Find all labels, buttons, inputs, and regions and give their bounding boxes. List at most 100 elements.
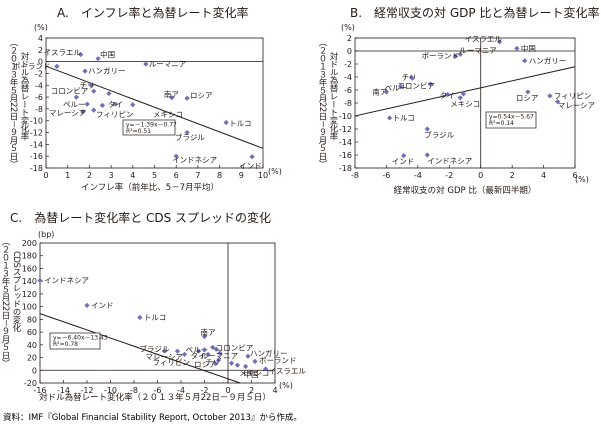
y-tick-label: 0	[32, 366, 37, 375]
y-unit-label: (bp)	[38, 230, 54, 239]
x-tick-label: -2	[445, 171, 453, 180]
x-tick-label: -8	[130, 386, 138, 395]
y-tick-label: 2	[38, 46, 43, 55]
x-unit-label: (%)	[279, 381, 293, 390]
x-tick-label: 4	[272, 386, 277, 395]
data-point	[106, 90, 112, 97]
x-tick-label: -6	[154, 386, 162, 395]
point-label: タイ	[191, 351, 206, 360]
point-label: チリ	[402, 73, 417, 82]
data-point	[401, 153, 407, 159]
data-point	[173, 153, 179, 159]
y-tick-label: 120	[22, 290, 37, 299]
data-point	[80, 109, 86, 115]
point-label: ルーマニア	[201, 352, 239, 361]
source-note: 資料：IMF『Global Financial Stability Report…	[3, 412, 302, 423]
r-squared-text: R²=0.14	[489, 120, 514, 127]
x-tick-label: 5	[152, 171, 157, 180]
y-axis-period: （２０１３年５月22日－９月５日）	[0, 237, 10, 367]
data-point	[88, 82, 95, 88]
point-label: イスラエル	[465, 34, 503, 43]
data-point	[217, 350, 223, 356]
y-tick-label: 2	[347, 34, 352, 43]
y-tick-label: -6	[35, 93, 43, 102]
point-label: ハンガリー	[529, 55, 567, 65]
point-label: ハンガリー	[250, 348, 288, 358]
data-point	[245, 353, 251, 359]
data-point	[522, 58, 528, 64]
data-point	[212, 360, 218, 366]
point-label: チリ	[205, 358, 220, 367]
y-axis-label: 対ドル為替レート変化率	[19, 51, 29, 141]
y-tick-label: -4	[35, 81, 43, 90]
data-point	[496, 39, 503, 45]
point-label: タイ	[440, 91, 455, 100]
point-label: フィリピン	[96, 110, 133, 119]
point-label: ブラジル	[140, 344, 170, 354]
y-tick-label: 40	[27, 341, 37, 350]
data-point	[210, 344, 216, 350]
y-axis-period: （２０１３年５月22日－９月５日）	[8, 38, 18, 168]
point-label: ロシア	[516, 93, 539, 102]
point-label: インド	[239, 161, 262, 170]
point-label: トルコ	[144, 313, 166, 322]
point-label: イスラエル	[269, 367, 307, 376]
x-tick-label: 7	[195, 171, 200, 180]
data-point	[525, 89, 531, 95]
data-point	[213, 346, 219, 352]
y-tick-label: -4	[344, 73, 352, 82]
data-point	[130, 102, 136, 108]
point-label: ポーランド	[422, 52, 460, 61]
x-tick-label: 6	[572, 171, 577, 180]
point-label: 中国	[521, 43, 536, 53]
data-point	[408, 75, 415, 81]
point-label: フィリピン	[554, 91, 591, 100]
point-label: ロシア	[190, 91, 213, 100]
data-point	[383, 89, 390, 95]
point-label: ポーランド	[259, 356, 297, 365]
point-label: ペルー	[63, 100, 86, 109]
data-point	[91, 88, 97, 94]
data-point	[243, 363, 249, 370]
point-label: ルーマニア	[459, 46, 497, 55]
data-point	[161, 348, 168, 354]
y-axis-period: （２０１３年５月22日－９月５日）	[317, 38, 327, 168]
point-label: ハンガリー	[88, 66, 126, 76]
x-tick-label: -16	[33, 386, 46, 395]
y-tick-label: 80	[27, 315, 37, 324]
x-axis-label: 経常収支の対 GDP 比（最新四半期）	[394, 185, 537, 196]
data-point	[234, 362, 240, 368]
x-tick-label: 1	[65, 171, 70, 180]
equation-text: y=0.54x－5.67	[489, 114, 534, 121]
point-label: チリ	[80, 81, 95, 90]
y-tick-label: -18	[339, 164, 352, 173]
x-tick-label: 3	[109, 171, 114, 180]
y-tick-label: 200	[22, 239, 37, 248]
point-label: フィリピン	[153, 358, 190, 367]
y-tick-label: 140	[22, 277, 37, 286]
y-tick-label: -10	[339, 112, 352, 121]
trend-line	[354, 66, 576, 117]
data-point	[184, 129, 190, 136]
point-label: ペルー	[186, 346, 209, 355]
point-label: インドネシア	[427, 157, 472, 166]
point-label: コロンビア	[216, 344, 254, 353]
data-point	[427, 81, 434, 87]
data-point	[196, 348, 202, 354]
data-point	[252, 358, 258, 364]
point-label: インド	[392, 157, 415, 166]
x-axis-label: 対ドル為替レート変化率（２０１３年５月22日－９月５日）	[39, 392, 271, 403]
data-point	[174, 348, 181, 354]
point-label: イスラエル	[44, 48, 82, 57]
data-point	[137, 314, 143, 321]
data-point	[555, 99, 561, 105]
data-point	[184, 95, 190, 101]
point-label: タイ	[108, 100, 123, 109]
data-point	[457, 51, 463, 57]
data-point	[424, 152, 430, 158]
point-label: ブラジル	[424, 130, 454, 140]
y-tick-label: -8	[344, 99, 352, 108]
data-point	[514, 45, 520, 51]
x-tick-label: 9	[239, 171, 244, 180]
point-label: 中国	[244, 369, 259, 379]
